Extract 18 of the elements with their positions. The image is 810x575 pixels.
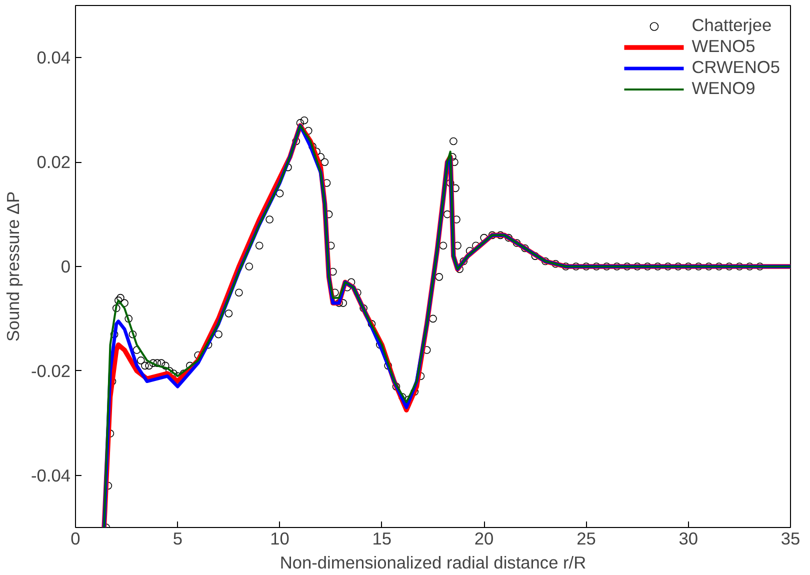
y-tick-label: 0 [60,256,71,276]
x-axis-title: Non-dimensionalized radial distance r/R [280,552,586,572]
x-tick-label: 30 [678,528,698,548]
y-tick-label: -0.04 [31,465,71,486]
legend-label: Chatterjee [692,15,772,36]
y-tick-label: 0.02 [36,152,71,172]
x-tick-label: 35 [780,528,800,548]
x-tick-label: 5 [172,528,182,548]
y-axis-title: Sound pressure ΔP [3,191,24,342]
x-tick-label: 25 [576,528,596,548]
legend-label: CRWENO5 [692,57,780,78]
legend-label: WENO5 [692,36,756,57]
y-tick-label: -0.02 [31,360,71,381]
legend-label: WENO9 [692,78,756,99]
x-tick-label: 10 [270,528,290,548]
x-tick-label: 15 [372,528,392,548]
y-tick-label: 0.04 [36,48,71,68]
x-tick-label: 20 [474,528,494,548]
